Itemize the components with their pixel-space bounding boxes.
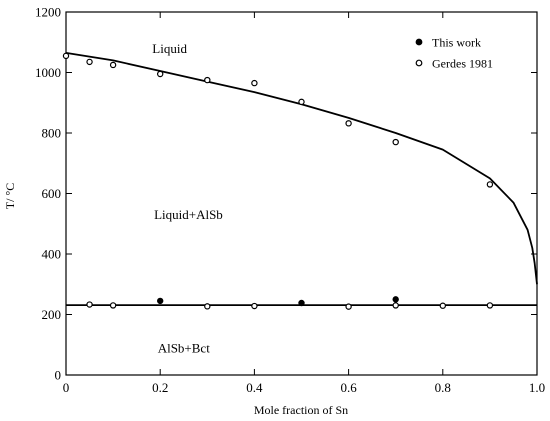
gerdes-point: [345, 303, 352, 310]
this-work-point: [298, 299, 305, 307]
liquidus-line: [65, 51, 538, 285]
chart-lines: [65, 51, 538, 307]
y-axis-title: T/ °C: [3, 183, 17, 209]
x-tick-label: 0.2: [152, 380, 168, 395]
x-axis-title: Mole fraction of Sn: [254, 403, 348, 417]
gerdes-point: [251, 302, 258, 310]
gerdes-point: [439, 302, 446, 309]
gerdes-point: [86, 58, 93, 66]
x-tick-label: 1.0: [529, 380, 545, 395]
axis-ticks: 0 0.2 0.4 0.6 0.8 1.0 0 200 400 600 800 1000 1200: [35, 5, 545, 396]
gerdes-point: [345, 120, 352, 127]
gerdes-point: [156, 70, 164, 78]
legend-marker: [415, 38, 423, 46]
gerdes-point: [486, 302, 494, 309]
gerdes-point: [62, 52, 70, 60]
legend-marker: [415, 59, 423, 67]
gerdes-point: [251, 79, 258, 87]
region-label: AlSb+Bct: [158, 340, 211, 355]
gerdes-point: [392, 302, 399, 309]
this-work-point: [156, 297, 164, 305]
gerdes-point: [86, 301, 93, 308]
y-tick-label: 1000: [35, 65, 61, 80]
y-tick-label: 600: [42, 186, 62, 201]
gerdes-point: [204, 303, 211, 310]
legend: This work Gerdes 1981: [415, 36, 493, 71]
gerdes-point: [109, 61, 117, 69]
y-tick-label: 800: [42, 126, 62, 141]
gerdes-point: [298, 98, 305, 106]
gerdes-point: [392, 138, 399, 146]
this-work-point: [392, 296, 399, 303]
gerdes-point: [109, 302, 117, 309]
y-tick-label: 0: [55, 368, 62, 383]
x-tick-label: 0.8: [435, 380, 451, 395]
legend-label: Gerdes 1981: [432, 57, 493, 71]
x-tick-label: 0: [63, 380, 70, 395]
chart-points: [62, 52, 494, 310]
x-tick-label: 0.6: [340, 380, 357, 395]
y-tick-label: 200: [42, 307, 62, 322]
y-tick-label: 1200: [35, 5, 61, 20]
gerdes-point: [486, 181, 494, 188]
x-tick-label: 0.4: [246, 380, 263, 395]
region-label: Liquid+AlSb: [154, 207, 223, 222]
y-tick-label: 400: [42, 247, 62, 262]
legend-label: This work: [432, 36, 481, 50]
gerdes-point: [204, 76, 211, 84]
region-label: Liquid: [152, 41, 187, 56]
region-labels: Liquid Liquid+AlSb AlSb+Bct: [152, 41, 223, 355]
